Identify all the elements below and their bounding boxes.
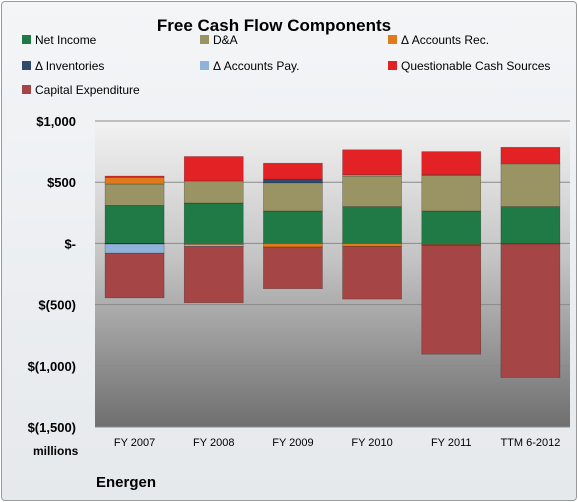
- x-tick-label: FY 2007: [114, 437, 155, 449]
- bar-segment: [263, 210, 323, 244]
- legend-label: Δ Accounts Pay.: [213, 59, 300, 73]
- x-tick-label: FY 2010: [351, 437, 392, 449]
- bar-segment: [263, 247, 323, 289]
- x-tick-label: FY 2008: [193, 437, 234, 449]
- y-tick-label: $-: [64, 236, 76, 251]
- y-tick-label: $(1,500): [28, 420, 76, 435]
- legend-label: Capital Expenditure: [35, 83, 140, 97]
- bar-segment: [421, 175, 482, 212]
- y-tick-label: $500: [47, 175, 76, 190]
- bar-segment: [104, 252, 165, 299]
- y-tick-label: $(1,000): [28, 359, 76, 374]
- bar-segment: [500, 147, 561, 164]
- legend-swatch: [388, 35, 397, 44]
- bar-segment: [342, 149, 402, 176]
- legend-label: D&A: [213, 33, 238, 47]
- bar-segment: [342, 243, 402, 247]
- legend-swatch: [200, 61, 209, 70]
- grid-lines: [95, 120, 570, 428]
- bar-segment: [263, 162, 323, 180]
- chart-title: Free Cash Flow Components: [157, 16, 391, 35]
- bar-segment: [263, 182, 323, 212]
- legend-swatch: [22, 35, 31, 44]
- bar-segment: [183, 244, 244, 247]
- bar-segment: [421, 244, 482, 355]
- bar-segment: [104, 183, 165, 206]
- legend-swatch: [22, 61, 31, 70]
- bar-segment: [183, 202, 244, 244]
- legend: Net Income D&A Δ Accounts Rec. Δ Inventorie…: [22, 33, 550, 97]
- legend-label: Δ Accounts Rec.: [401, 33, 489, 47]
- bar-segment: [104, 205, 165, 244]
- bar-segment: [500, 163, 561, 207]
- legend-label: Δ Inventories: [35, 59, 104, 73]
- x-tick-label: TTM 6-2012: [500, 437, 560, 449]
- legend-label: Net Income: [35, 33, 97, 47]
- bar-segment: [104, 243, 165, 254]
- bar-segments: [104, 147, 561, 378]
- bar-segment: [500, 206, 561, 244]
- y-tick-label: $(500): [38, 298, 76, 313]
- bar-segment: [421, 210, 482, 244]
- y-axis: $1,000 $500 $- $(500) $(1,000) $(1,500): [28, 114, 76, 435]
- legend-label: Questionable Cash Sources: [401, 59, 550, 73]
- units-label: millions: [33, 444, 79, 458]
- bar-segment: [104, 175, 165, 178]
- bar-segment: [183, 246, 244, 304]
- x-tick-label: FY 2011: [431, 437, 472, 449]
- legend-swatch: [22, 85, 31, 94]
- bar-segment: [342, 175, 402, 207]
- bar-segment: [183, 156, 244, 182]
- bar-segment: [421, 151, 482, 176]
- legend-swatch: [200, 35, 209, 44]
- bar-segment: [342, 246, 402, 300]
- bar-segment: [263, 243, 323, 248]
- bar-segment: [104, 177, 165, 185]
- bar-segment: [183, 180, 244, 204]
- plot-area: [95, 121, 570, 427]
- bar-segment: [342, 206, 402, 244]
- x-axis: FY 2007 FY 2008 FY 2009 FY 2010 FY 2011 TTM 6…: [114, 437, 560, 449]
- bar-segment: [500, 243, 561, 378]
- legend-swatch: [388, 61, 397, 70]
- y-tick-label: $1,000: [36, 114, 76, 129]
- bar-segment: [263, 178, 323, 184]
- x-tick-label: FY 2009: [272, 437, 313, 449]
- company-label: Energen: [96, 474, 156, 491]
